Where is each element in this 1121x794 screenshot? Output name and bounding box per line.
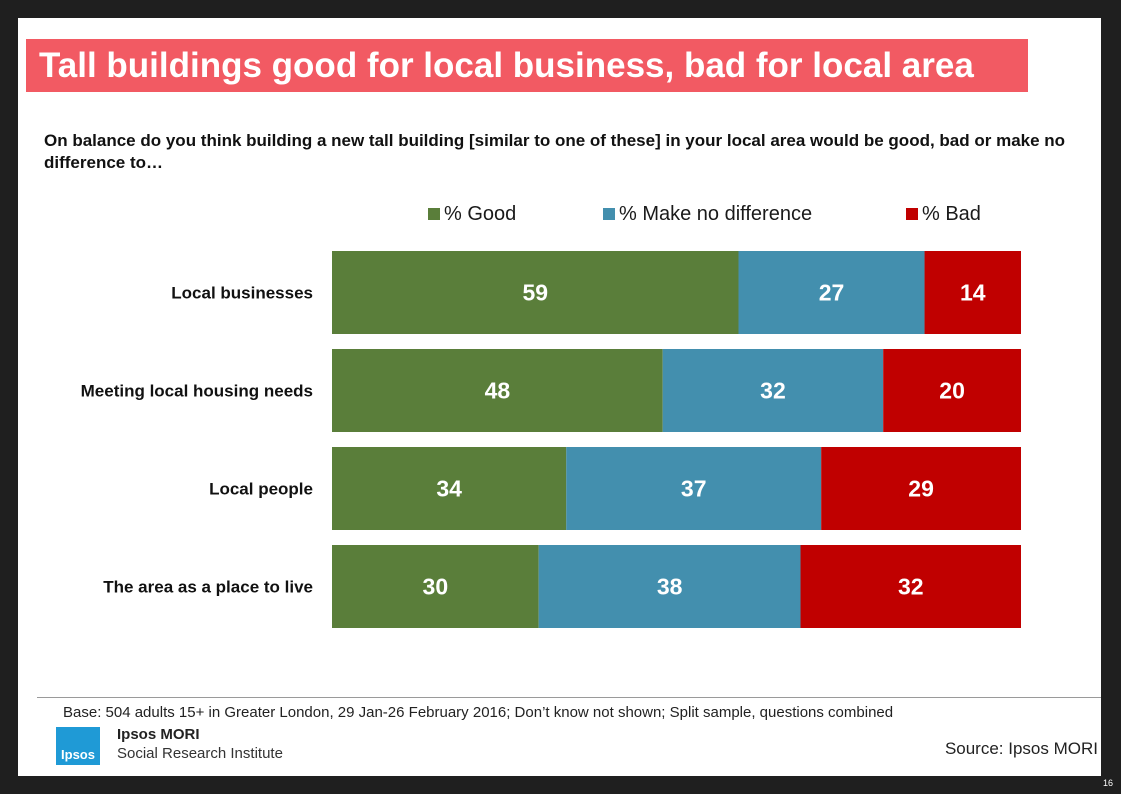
legend-swatch-no-difference	[603, 208, 615, 220]
category-label-local-people: Local people	[209, 480, 313, 499]
bar-make-no-difference-the-area-as-a-place-to-live	[538, 545, 801, 628]
category-label-the-area-as-a-place-to-live: The area as a place to live	[103, 578, 313, 597]
legend-item-no-difference: % Make no difference	[603, 201, 812, 227]
bar-make-no-difference-local-businesses	[738, 251, 925, 334]
survey-question: On balance do you think building a new t…	[44, 131, 1066, 172]
footer-divider	[37, 697, 1101, 698]
legend-label-no-difference: % Make no difference	[619, 203, 813, 225]
bar-bad-meeting-local-housing-needs	[883, 349, 1021, 432]
data-label-good-local-people: 34	[436, 476, 462, 502]
bar-bad-the-area-as-a-place-to-live	[800, 545, 1021, 628]
bar-good-meeting-local-housing-needs	[332, 349, 663, 432]
bar-make-no-difference-meeting-local-housing-needs	[662, 349, 884, 432]
bar-bad-local-people	[821, 447, 1021, 530]
data-label-bad-local-people: 29	[908, 476, 934, 502]
source-note: Source: Ipsos MORI	[944, 739, 1098, 758]
brand-subtitle: Social Research Institute	[117, 745, 283, 762]
data-label-good-the-area-as-a-place-to-live: 30	[423, 574, 449, 600]
bar-bad-local-businesses	[924, 251, 1021, 334]
bar-good-local-businesses	[332, 251, 739, 334]
data-label-good-meeting-local-housing-needs: 48	[485, 378, 511, 404]
data-label-make-no-difference-the-area-as-a-place-to-live: 38	[657, 574, 683, 600]
category-label-meeting-local-housing-needs: Meeting local housing needs	[81, 382, 313, 401]
legend-swatch-bad	[906, 208, 918, 220]
data-label-good-local-businesses: 59	[522, 280, 548, 306]
data-label-bad-meeting-local-housing-needs: 20	[939, 378, 965, 404]
title-banner: Tall buildings good for local business, …	[26, 39, 1028, 92]
category-label-local-businesses: Local businesses	[171, 284, 313, 303]
legend-swatch-good	[428, 208, 440, 220]
legend-label-bad: % Bad	[922, 203, 981, 225]
data-label-make-no-difference-local-people: 37	[681, 476, 707, 502]
slide: Tall buildings good for local business, …	[18, 18, 1101, 776]
page-number: 16	[1102, 778, 1113, 788]
logo-text: Ipsos	[61, 747, 95, 762]
bar-good-local-people	[332, 447, 567, 530]
data-label-make-no-difference-meeting-local-housing-needs: 32	[760, 378, 786, 404]
ipsos-logo: Ipsos	[56, 727, 100, 765]
base-note: Base: 504 adults 15+ in Greater London, …	[63, 704, 894, 721]
bar-make-no-difference-local-people	[566, 447, 822, 530]
data-label-bad-local-businesses: 14	[960, 280, 986, 306]
data-label-bad-the-area-as-a-place-to-live: 32	[898, 574, 924, 600]
legend-item-good: % Good	[428, 201, 516, 227]
stacked-bar-chart: Local businesses 59 27 14 Meeting local hous…	[81, 251, 1021, 628]
legend-label-good: % Good	[444, 203, 517, 225]
slide-title: Tall buildings good for local business, …	[39, 46, 974, 85]
bar-good-the-area-as-a-place-to-live	[332, 545, 539, 628]
legend-item-bad: % Bad	[906, 201, 981, 227]
data-label-make-no-difference-local-businesses: 27	[819, 280, 845, 306]
brand-name: Ipsos MORI	[117, 726, 200, 743]
